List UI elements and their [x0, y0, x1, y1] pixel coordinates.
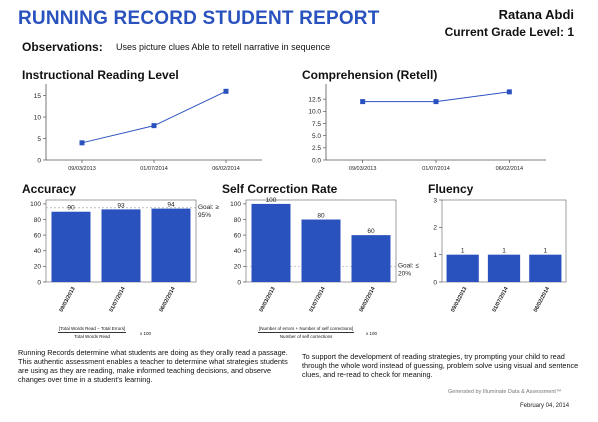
accuracy-formula-denominator: Total Words Read	[74, 334, 110, 339]
accuracy-bar-value-label: 94	[167, 202, 175, 209]
fluency-x-tick-label: 01/07/2014	[492, 285, 511, 313]
comprehension-retell-x-tick-label: 09/03/2013	[349, 166, 377, 172]
fluency-title: Fluency	[428, 182, 474, 196]
self-correction-formula-multiplier: x 100	[366, 331, 378, 336]
self-correction-formula-denominator: Number of self corrections	[279, 334, 333, 339]
fluency-y-tick-label: 2	[433, 225, 437, 232]
accuracy-bar	[101, 209, 141, 282]
instructional-reading-level-y-tick-label: 5	[37, 136, 41, 143]
accuracy-title: Accuracy	[22, 182, 77, 196]
self-correction-rate-bar	[351, 235, 391, 282]
fluency-y-tick-label: 3	[433, 197, 437, 204]
accuracy-y-tick-label: 0	[37, 279, 41, 286]
self-correction-rate-bar-value-label: 100	[266, 197, 277, 204]
self-correction-rate-goal-label-line1: Goal: ≤	[398, 262, 419, 269]
self-correction-rate-bar	[301, 219, 341, 282]
self-correction-rate-y-tick-label: 0	[237, 279, 241, 286]
instructional-reading-level-x-tick-label: 06/02/2014	[212, 166, 240, 172]
comprehension-retell-y-tick-label: 5.0	[312, 133, 321, 140]
instructional-reading-level-y-tick-label: 15	[34, 93, 42, 100]
accuracy-bar	[151, 208, 191, 282]
self-correction-rate-bar-value-label: 80	[317, 213, 325, 220]
accuracy-formula-multiplier: x 100	[140, 331, 152, 336]
accuracy-goal-label-line1: Goal: ≥	[198, 204, 219, 211]
fluency-bar	[446, 254, 479, 282]
instructional-reading-level-x-tick-label: 09/03/2013	[68, 166, 96, 172]
fluency-bar-value-label: 1	[502, 248, 506, 255]
observations-label: Observations:	[22, 40, 103, 54]
fluency-y-tick-label: 0	[433, 279, 437, 286]
accuracy-bar-value-label: 93	[117, 202, 125, 209]
comprehension-retell-x-tick-label: 06/02/2014	[496, 166, 524, 172]
comprehension-title: Comprehension (Retell)	[302, 68, 438, 82]
current-grade-level: Current Grade Level: 1	[444, 25, 574, 39]
running-records-description: Running Records determine what students …	[18, 348, 288, 384]
accuracy-y-tick-label: 60	[34, 232, 42, 239]
self-correction-rate-y-tick-label: 40	[234, 248, 242, 255]
instructional-reading-level-data-point	[151, 123, 157, 129]
self-correction-formula: [Number of errors + Number of self corre…	[258, 326, 355, 339]
fluency-x-tick-label: 06/02/2014	[533, 285, 552, 313]
comprehension-retell-data-point	[433, 99, 439, 105]
comprehension-retell-y-tick-label: 0.0	[312, 157, 321, 164]
student-name: Ratana Abdi	[498, 7, 574, 22]
fluency-x-tick-label: 09/03/2013	[450, 286, 468, 313]
accuracy-bar-value-label: 90	[67, 205, 75, 212]
comprehension-retell-y-tick-label: 10.0	[308, 109, 321, 116]
instructional-reading-level-x-tick-label: 01/07/2014	[140, 166, 168, 172]
fluency-bar-value-label: 1	[461, 248, 465, 255]
self-correction-rate-bar-value-label: 60	[367, 228, 375, 235]
fluency-bar	[529, 254, 562, 282]
comprehension-retell-x-tick-label: 01/07/2014	[422, 166, 450, 172]
accuracy-goal-label-line2: 95%	[198, 212, 211, 219]
comprehension-retell-y-tick-label: 2.5	[312, 145, 321, 152]
accuracy-y-tick-label: 100	[30, 201, 41, 208]
instructional-reading-level-y-tick-label: 0	[37, 157, 41, 164]
comprehension-retell-y-tick-label: 7.5	[312, 121, 321, 128]
fluency-bar	[487, 254, 521, 282]
generated-by-note: Generated by Illuminate Data & Assessmen…	[448, 389, 562, 395]
accuracy-formula-numerator: [Total Words Read − Total Errors]	[58, 326, 127, 333]
report-date: February 04, 2014	[520, 403, 570, 409]
comprehension-retell-y-tick-label: 12.5	[308, 96, 321, 103]
accuracy-y-tick-label: 20	[34, 264, 42, 271]
observations-text: Uses picture clues Able to retell narrat…	[116, 42, 331, 52]
instructional-reading-level-data-point	[79, 140, 85, 146]
accuracy-y-tick-label: 40	[34, 248, 42, 255]
fluency-bar-value-label: 1	[544, 248, 548, 255]
reading-strategies-tip: To support the development of reading st…	[302, 352, 579, 379]
fluency-y-tick-label: 1	[433, 252, 437, 259]
report-title: RUNNING RECORD STUDENT REPORT	[18, 8, 380, 29]
self-correction-rate-y-tick-label: 20	[234, 264, 242, 271]
self-correction-rate-goal-label-line2: 20%	[398, 270, 411, 277]
self-correction-rate-y-tick-label: 80	[234, 217, 242, 224]
self-correction-rate-y-tick-label: 60	[234, 232, 242, 239]
comprehension-retell-data-point	[360, 99, 366, 105]
accuracy-y-tick-label: 80	[34, 217, 42, 224]
instructional-reading-level-title: Instructional Reading Level	[22, 68, 179, 82]
comprehension-retell-data-point	[506, 89, 512, 95]
accuracy-bar	[51, 211, 91, 282]
accuracy-formula: [Total Words Read − Total Errors] Total …	[58, 326, 127, 339]
self-correction-formula-numerator: [Number of errors + Number of self corre…	[258, 326, 355, 333]
self-correction-rate-bar	[251, 203, 291, 282]
self-correction-rate-title: Self Correction Rate	[222, 182, 338, 196]
instructional-reading-level-data-point	[223, 88, 229, 94]
instructional-reading-level-y-tick-label: 10	[34, 114, 42, 121]
self-correction-rate-y-tick-label: 100	[230, 201, 241, 208]
